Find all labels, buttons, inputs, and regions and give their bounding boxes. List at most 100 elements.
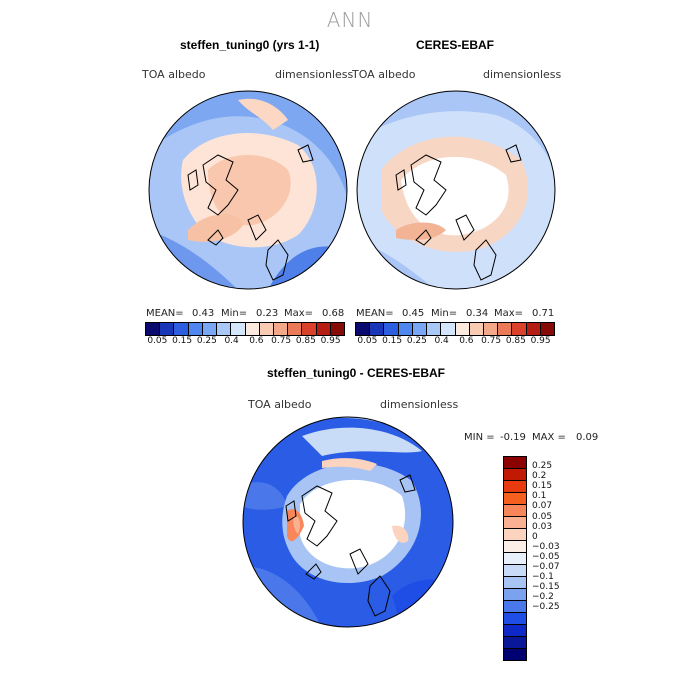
colorbar-tick-label: 0.15 (172, 336, 193, 346)
colorbar-swatch (504, 637, 526, 649)
colorbar-swatch (455, 323, 470, 335)
page-title: ANN (326, 8, 374, 32)
colorbar-tick-label: 0.15 (382, 336, 403, 346)
panel-1-colorbar (145, 322, 345, 336)
colorbar-tick-label: 0.75 (481, 336, 502, 346)
colorbar-tick-label: 0.75 (271, 336, 292, 346)
colorbar-swatch (330, 323, 345, 335)
colorbar-swatch (146, 323, 161, 335)
colorbar-tick-label: 0 (532, 531, 538, 542)
colorbar-swatch (259, 323, 274, 335)
colorbar-tick-label: 0.95 (530, 336, 551, 346)
panel-2-polar-map (356, 90, 556, 290)
colorbar-swatch (504, 601, 526, 613)
panel-2-title: CERES-EBAF (416, 38, 495, 52)
panel-2-max-value: 0.71 (532, 308, 555, 319)
colorbar-swatch (174, 323, 189, 335)
colorbar-swatch (441, 323, 456, 335)
colorbar-swatch (288, 323, 303, 335)
colorbar-swatch (512, 323, 527, 335)
colorbar-swatch (483, 323, 499, 335)
colorbar-swatch (498, 323, 513, 335)
colorbar-tick-label: 0.05 (357, 336, 378, 346)
panel-2-colorbar-ticks: 0.05 0.15 0.25 0.4 0.6 0.75 0.85 0.95 (355, 336, 553, 346)
colorbar-tick-label: −0.03 (532, 541, 560, 552)
colorbar-swatch (217, 323, 232, 335)
colorbar-swatch (202, 323, 218, 335)
colorbar-tick-label: 0.25 (196, 336, 217, 346)
panel-2-mean-label: MEAN= (356, 308, 394, 319)
colorbar-tick-label: 0.25 (532, 461, 553, 471)
diff-polar-map (242, 416, 454, 628)
colorbar-tick-label: 0.4 (434, 336, 449, 346)
colorbar-swatch (504, 481, 526, 493)
colorbar-tick-label: 0.05 (147, 336, 168, 346)
panel-2-max-label: Max= (494, 308, 524, 319)
panel-2-mean-value: 0.45 (402, 308, 425, 319)
colorbar-swatch (504, 541, 526, 553)
panel-1-mean-label: MEAN= (146, 308, 184, 319)
colorbar-tick-label: 0.03 (532, 521, 553, 532)
colorbar-tick-label: 0.4 (224, 336, 239, 346)
colorbar-swatch (540, 323, 555, 335)
colorbar-swatch (504, 577, 526, 589)
panel-2-colorbar (355, 322, 555, 336)
panel-1-min-value: 0.23 (256, 308, 279, 319)
colorbar-swatch (316, 323, 331, 335)
colorbar-swatch (504, 493, 526, 505)
diff-min-label: MIN = (464, 432, 495, 443)
diff-min-value: -0.19 (500, 432, 526, 443)
colorbar-swatch (504, 613, 526, 625)
diff-variable-label: TOA albedo (248, 398, 312, 411)
colorbar-tick-label: 0.6 (459, 336, 474, 346)
colorbar-swatch (427, 323, 442, 335)
colorbar-tick-label: 0.85 (505, 336, 526, 346)
colorbar-swatch (504, 589, 526, 601)
panel-1-polar-map (148, 90, 348, 290)
colorbar-swatch (526, 323, 541, 335)
panel-1-units-label: dimensionless (275, 68, 354, 81)
colorbar-swatch (231, 323, 246, 335)
colorbar-tick-label: 0.85 (295, 336, 316, 346)
diff-max-label: MAX = (532, 432, 566, 443)
colorbar-swatch (504, 565, 526, 577)
colorbar-tick-label: 0.15 (532, 481, 553, 492)
colorbar-tick-label: −0.15 (532, 582, 560, 593)
panel-1-colorbar-ticks: 0.05 0.15 0.25 0.4 0.6 0.75 0.85 0.95 (145, 336, 343, 346)
colorbar-swatch (504, 553, 526, 565)
colorbar-swatch (356, 323, 371, 335)
colorbar-swatch (504, 469, 526, 481)
colorbar-swatch (504, 625, 526, 637)
diff-colorbar (503, 456, 527, 661)
colorbar-tick-label: −0.25 (532, 602, 560, 613)
colorbar-swatch (504, 517, 526, 529)
panel-1-max-value: 0.68 (322, 308, 345, 319)
colorbar-tick-label: 0.05 (532, 511, 553, 522)
colorbar-tick-label: −0.1 (532, 572, 554, 583)
panel-2-units-label: dimensionless (483, 68, 562, 81)
panel-1-title: steffen_tuning0 (yrs 1-1) (180, 38, 320, 52)
colorbar-tick-label: −0.07 (532, 562, 560, 572)
colorbar-tick-label: −0.05 (532, 551, 560, 562)
colorbar-tick-label: 0.95 (320, 336, 341, 346)
panel-2-min-value: 0.34 (466, 308, 489, 319)
colorbar-swatch (245, 323, 260, 335)
colorbar-tick-label: 0.25 (406, 336, 427, 346)
colorbar-swatch (398, 323, 413, 335)
panel-1-max-label: Max= (284, 308, 314, 319)
diff-panel-title: steffen_tuning0 - CERES-EBAF (267, 366, 446, 380)
colorbar-swatch (504, 529, 526, 541)
colorbar-tick-label: 0.07 (532, 501, 553, 512)
panel-1-mean-value: 0.43 (192, 308, 215, 319)
colorbar-swatch (160, 323, 175, 335)
colorbar-swatch (302, 323, 317, 335)
colorbar-swatch (384, 323, 399, 335)
colorbar-swatch (273, 323, 289, 335)
colorbar-tick-label: 0.6 (249, 336, 264, 346)
colorbar-swatch (188, 323, 203, 335)
colorbar-swatch (412, 323, 428, 335)
colorbar-swatch (370, 323, 385, 335)
panel-2-variable-label: TOA albedo (352, 68, 416, 81)
panel-1-min-label: Min= (221, 308, 248, 319)
colorbar-swatch (504, 457, 526, 469)
